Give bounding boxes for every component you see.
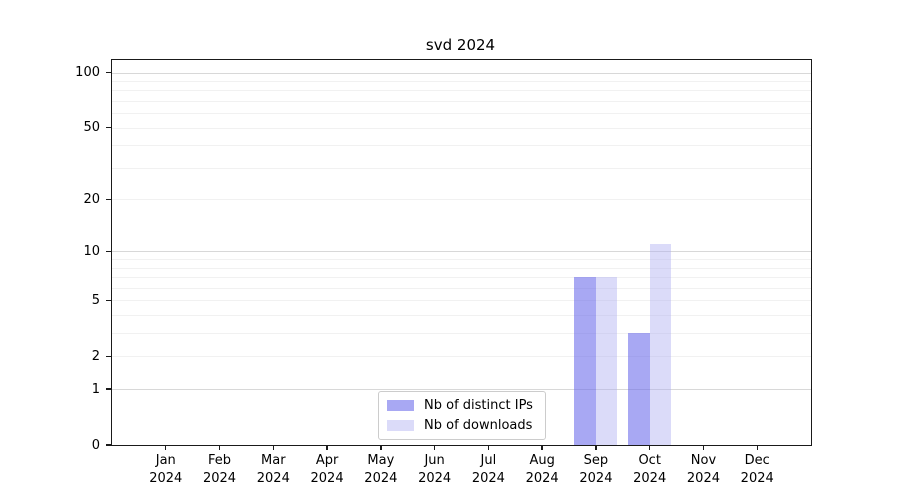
y-tick-mark	[106, 126, 111, 129]
x-tick-mark	[487, 445, 490, 450]
y-tick-label: 2	[91, 348, 100, 364]
x-tick-label-line: 2024	[686, 471, 720, 486]
x-tick-label: Dec 2024	[722, 452, 792, 488]
x-tick-label-line: 2024	[740, 471, 774, 486]
y-tick-label: 5	[91, 292, 100, 308]
x-tick-label-line: Jan	[155, 453, 176, 468]
gridline-minor	[112, 300, 811, 302]
gridline-minor	[112, 90, 811, 92]
gridline-major	[112, 72, 811, 74]
x-tick-label-line: Aug	[529, 453, 555, 468]
x-tick-mark	[326, 445, 328, 450]
gridline-minor	[112, 315, 811, 317]
gridline-minor	[112, 113, 811, 115]
legend-label: Nb of downloads	[424, 418, 533, 433]
gridline-minor	[112, 267, 811, 269]
y-tick-label: 100	[75, 65, 100, 81]
y-tick-mark	[106, 198, 111, 200]
gridline-minor	[112, 259, 811, 261]
x-tick-label-line: Nov	[690, 453, 717, 468]
x-tick-label-line: 2024	[256, 471, 290, 486]
x-tick-label-line: Dec	[744, 453, 770, 468]
x-tick-label-line: Oct	[638, 453, 661, 468]
gridline-minor	[112, 287, 811, 289]
x-tick-mark	[595, 445, 597, 450]
x-tick-label: May 2024	[346, 452, 416, 488]
x-tick-label-line: 2024	[310, 471, 344, 486]
x-tick-label: Jan 2024	[131, 452, 201, 488]
gridline-minor	[112, 277, 811, 279]
gridline-minor	[112, 356, 811, 358]
x-tick-label-line: Jul	[480, 453, 497, 468]
y-tick-label: 1	[91, 381, 100, 397]
gridline-minor	[112, 199, 811, 201]
gridline-minor	[112, 127, 811, 129]
plot-area: 0 1 2 5 10 20 50 100 Jan 2024 Feb 2024 Mar 2024 Apr 202…	[75, 59, 812, 486]
x-tick-label-line: 2024	[418, 471, 452, 486]
x-tick-label: Mar 2024	[238, 452, 308, 488]
x-tick-mark	[648, 445, 651, 450]
x-tick-label: Sep 2024	[561, 452, 631, 488]
x-tick-label-line: Mar	[261, 453, 286, 468]
y-tick-mark	[106, 250, 111, 253]
y-tick-mark	[106, 355, 111, 358]
x-tick-mark	[380, 445, 382, 450]
bar	[628, 333, 650, 445]
x-tick-label-line: Feb	[208, 453, 232, 468]
y-tick-mark	[106, 444, 111, 446]
gridline-minor	[112, 145, 811, 147]
x-tick-mark	[702, 445, 705, 450]
x-tick-label: Aug 2024	[507, 452, 577, 488]
gridline-minor	[112, 100, 811, 102]
y-tick-label: 50	[83, 120, 100, 136]
x-tick-label-line: 2024	[525, 471, 559, 486]
x-tick-label-line: 2024	[149, 471, 183, 486]
x-tick-label-line: 2024	[471, 471, 505, 486]
x-tick-label-line: Apr	[315, 453, 339, 468]
x-tick-mark	[541, 445, 543, 450]
x-tick-mark	[272, 445, 274, 450]
x-tick-label: Oct 2024	[615, 452, 685, 488]
x-tick-label-line: Sep	[583, 453, 609, 468]
legend-swatch	[387, 420, 414, 431]
y-tick-mark	[106, 299, 111, 302]
x-tick-mark	[218, 445, 221, 450]
x-tick-mark	[433, 445, 436, 450]
x-tick-label-line: 2024	[364, 471, 398, 486]
x-tick-label-line: 2024	[579, 471, 613, 486]
x-tick-mark	[756, 445, 758, 450]
gridline-major	[112, 389, 811, 391]
legend: Nb of distinct IPs Nb of downloads	[378, 391, 546, 440]
legend-item: Nb of distinct IPs	[387, 398, 537, 413]
gridline-minor	[112, 167, 811, 169]
x-tick-label: Jun 2024	[400, 452, 470, 488]
y-tick-label: 10	[83, 243, 100, 259]
x-tick-label-line: 2024	[633, 471, 667, 486]
x-tick-label-line: Jun	[424, 453, 445, 468]
x-tick-label: Apr 2024	[292, 452, 362, 488]
x-tick-label: Jul 2024	[453, 452, 523, 488]
gridline-minor	[112, 333, 811, 335]
x-tick-label-line: 2024	[202, 471, 237, 486]
chart-title: svd 2024	[425, 36, 496, 54]
legend-item: Nb of downloads	[387, 418, 537, 433]
y-tick-mark	[106, 388, 111, 390]
y-tick-label: 0	[91, 437, 100, 453]
y-tick-mark	[106, 71, 111, 74]
legend-swatch	[387, 400, 414, 411]
x-tick-mark	[165, 445, 167, 450]
x-tick-label: Feb 2024	[185, 452, 255, 488]
bar	[595, 277, 618, 445]
bar	[574, 277, 596, 445]
gridline-major	[112, 251, 811, 253]
x-tick-label-line: May	[367, 453, 395, 468]
legend-label: Nb of distinct IPs	[424, 398, 533, 413]
y-tick-label: 20	[83, 191, 100, 207]
bar	[649, 244, 672, 445]
gridline-minor	[112, 80, 811, 82]
x-tick-label: Nov 2024	[668, 452, 738, 488]
